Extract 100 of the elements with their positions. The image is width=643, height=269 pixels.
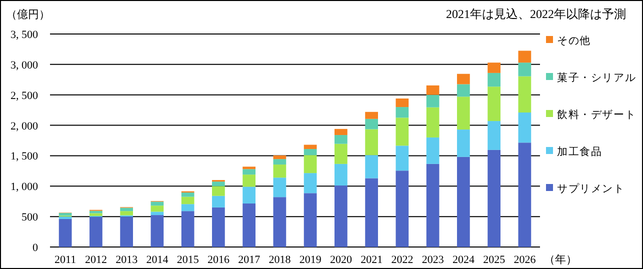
bar [334, 144, 348, 164]
x-tick-label: 2012 [84, 254, 107, 266]
bar [518, 142, 532, 247]
bar [396, 170, 409, 247]
bar [396, 107, 409, 118]
bar [150, 212, 164, 216]
bar [304, 193, 317, 247]
x-tick-label: 2011 [54, 254, 76, 266]
bar [457, 130, 470, 157]
bar [58, 216, 72, 220]
bar [90, 216, 102, 247]
bar [334, 128, 348, 136]
x-tick-label: 2019 [299, 254, 322, 266]
bar [518, 76, 532, 113]
bar [273, 178, 286, 198]
bar [120, 208, 133, 212]
bar [518, 62, 532, 76]
y-tick-label: 0 [32, 242, 38, 254]
bar [120, 211, 133, 216]
bar [426, 85, 440, 95]
bar [150, 202, 164, 206]
bar [242, 186, 256, 204]
bar [457, 74, 470, 84]
bar [457, 156, 470, 247]
bar [242, 169, 256, 175]
y-tick-label: 2, 500 [10, 90, 38, 102]
bar [212, 207, 225, 247]
x-tick-label: 2025 [483, 254, 506, 266]
bar [181, 192, 194, 197]
bar [181, 196, 194, 204]
y-tick-label: 3, 500 [10, 29, 38, 41]
bar [334, 186, 348, 247]
bar [212, 186, 225, 196]
y-tick-label: 1, 500 [10, 150, 38, 163]
bar [488, 86, 500, 122]
bar [488, 121, 500, 150]
bar [212, 182, 225, 186]
bar [396, 98, 409, 108]
bar [457, 96, 470, 130]
legend-label: 飲料・デザート [557, 108, 636, 121]
bar [242, 174, 256, 187]
y-tick-label: 3, 000 [10, 59, 38, 72]
x-tick-label: 2024 [452, 254, 475, 266]
bar [426, 137, 440, 164]
bar [365, 118, 378, 130]
text: 2021年は見込、2022年以降は予測 [446, 7, 626, 21]
bar [242, 203, 256, 247]
bar [365, 178, 378, 247]
bar [304, 144, 317, 150]
bar [273, 197, 286, 247]
bar [396, 118, 409, 146]
y-tick-label: 2, 000 [10, 120, 38, 132]
bar [488, 62, 500, 73]
bar [457, 84, 470, 97]
x-tick-label: 2014 [146, 254, 169, 266]
bar [488, 150, 500, 247]
bar [212, 196, 225, 208]
bar [518, 112, 532, 143]
bar [396, 146, 409, 171]
bar [334, 135, 348, 144]
bar [58, 212, 72, 216]
x-tick-label: 2020 [330, 254, 352, 266]
bar [365, 155, 378, 178]
x-tick-label: 2018 [268, 254, 292, 266]
x-tick-label: 2016 [207, 254, 230, 266]
bar [304, 155, 317, 174]
x-tick-label: 2013 [116, 254, 138, 266]
x-tick-label: 2026 [514, 254, 536, 266]
bar [273, 155, 286, 160]
legend-label: その他 [557, 35, 591, 47]
bar [365, 112, 378, 119]
bar [334, 164, 348, 186]
bar [426, 164, 440, 247]
bar [304, 173, 317, 194]
bar [518, 50, 532, 63]
x-tick-label: 2023 [422, 254, 444, 266]
bar [181, 211, 194, 247]
x-axis-title: （年） [544, 253, 577, 266]
bar [181, 204, 194, 212]
y-tick-label: 1, 000 [10, 181, 38, 194]
x-tick-label: 2017 [238, 254, 261, 266]
bar [488, 72, 500, 87]
bar [242, 166, 256, 170]
legend-label: 菓子・シリアル [557, 71, 636, 84]
bar [273, 164, 286, 178]
bar [273, 159, 286, 165]
x-tick-label: 2015 [176, 254, 200, 266]
y-tick-label: 500 [22, 212, 38, 224]
bar [304, 149, 317, 156]
bar [58, 219, 72, 247]
bar [90, 213, 102, 216]
y-axis-title: （億円） [6, 8, 50, 21]
x-tick-label: 2022 [391, 254, 414, 266]
legend-label: サプリメント [557, 182, 625, 195]
bar [150, 215, 164, 247]
x-tick-label: 2021 [360, 254, 383, 266]
legend-label: 加工食品 [557, 145, 602, 158]
bar [150, 206, 164, 212]
bar [426, 94, 440, 108]
bar [426, 107, 440, 138]
